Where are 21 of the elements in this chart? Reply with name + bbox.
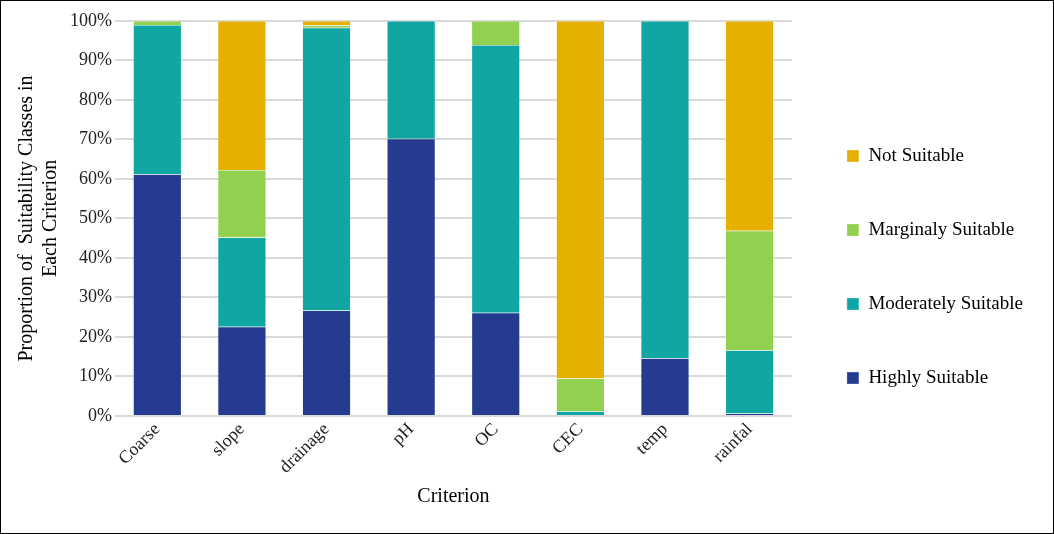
legend-label: Not Suitable — [868, 143, 964, 165]
y-tick-label: 90% — [78, 49, 112, 70]
y-tick-label: 60% — [78, 167, 112, 188]
y-tick-label: 30% — [78, 286, 112, 307]
x-tick-label: pH — [387, 418, 418, 449]
y-tick-label: 50% — [78, 207, 112, 228]
x-tick-label: temp — [631, 418, 672, 459]
y-tick-label: 80% — [78, 88, 112, 109]
legend-label: Marginaly Suitable — [868, 217, 1015, 239]
y-tick-label: 0% — [87, 404, 112, 425]
y-axis-title: Proportion of Suitability Classes in Each Criterion — [14, 75, 61, 362]
y-tick-label: 70% — [78, 128, 112, 149]
legend-label: Highly Suitable — [868, 365, 989, 387]
y-tick-label: 100% — [69, 9, 112, 30]
x-tick-label: OC — [470, 418, 502, 451]
legend-label: Moderately Suitable — [868, 291, 1024, 313]
y-tick-label: 40% — [78, 246, 112, 267]
x-axis-title: Criterion — [417, 484, 490, 507]
y-tick-label: 10% — [78, 365, 112, 386]
y-tick-label: 20% — [78, 325, 112, 346]
x-tick-label: CEC — [547, 418, 587, 458]
